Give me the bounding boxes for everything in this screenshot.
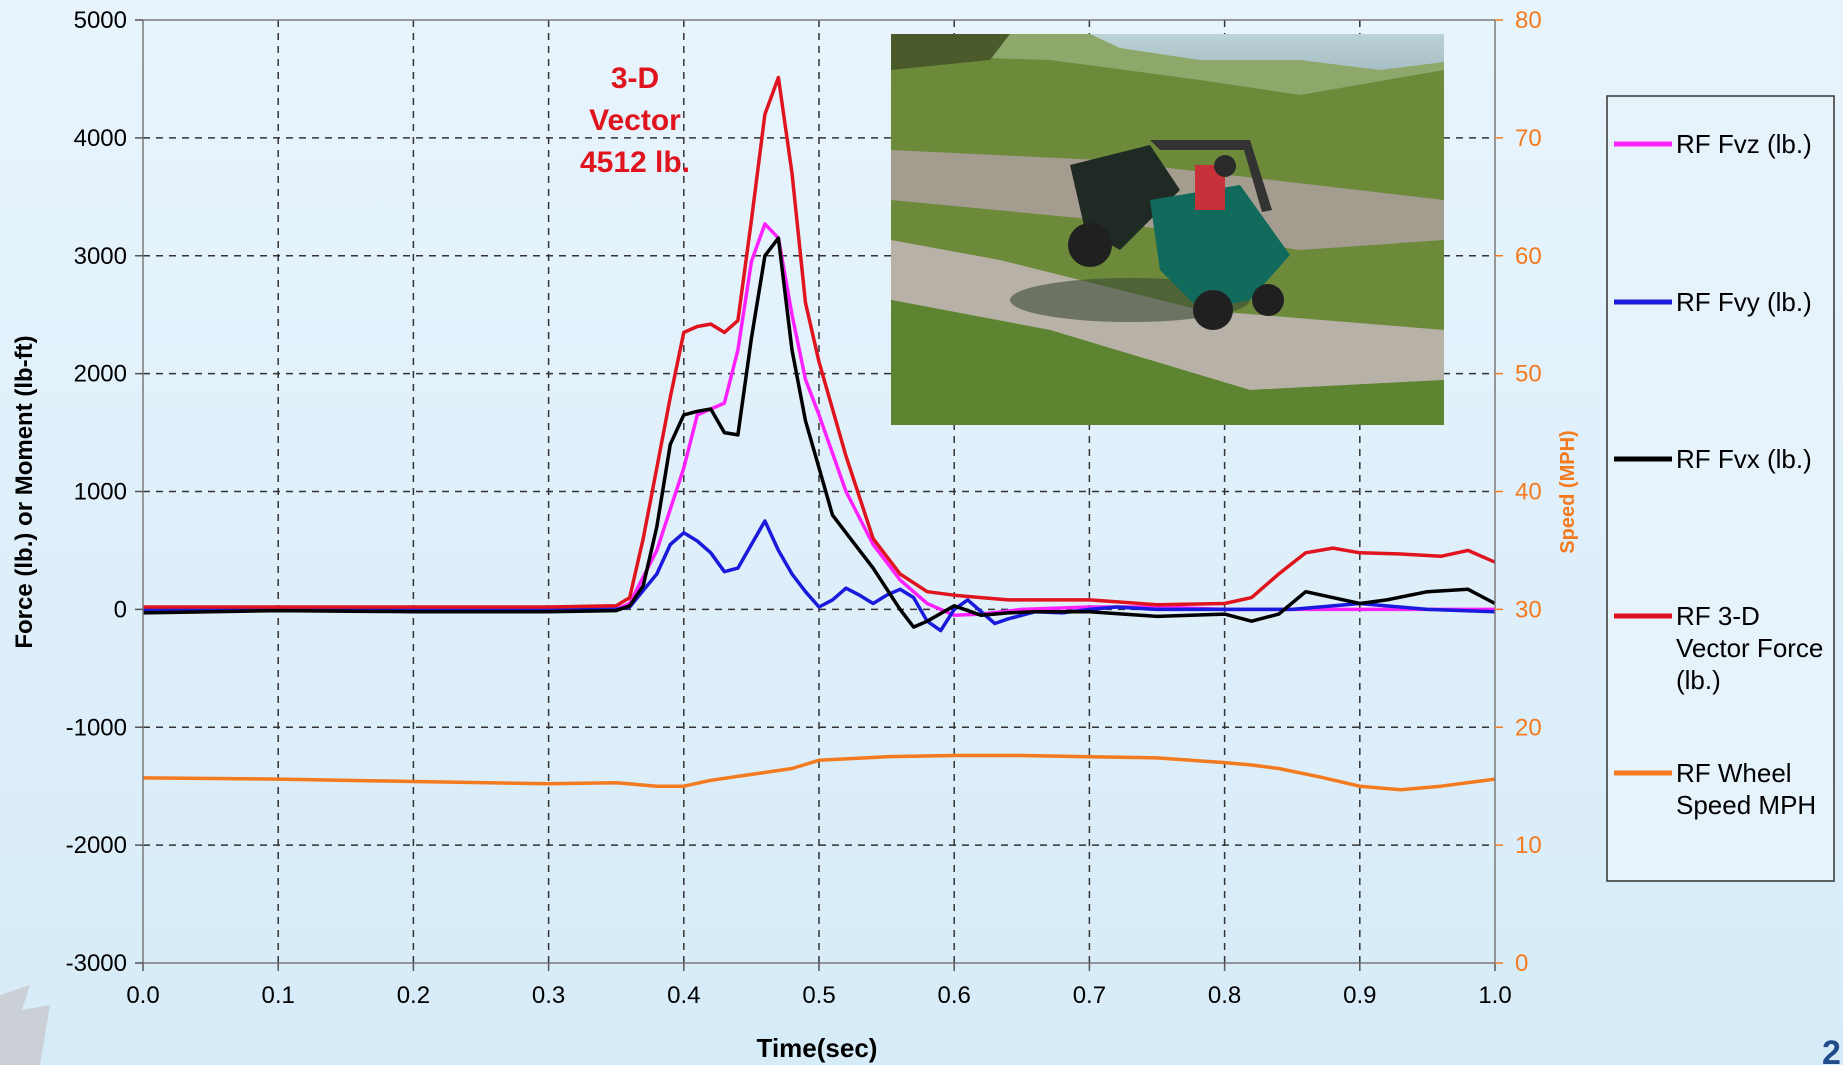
legend-label: RF Fvx (lb.)	[1676, 444, 1812, 474]
x-tick-label: 0.0	[126, 982, 159, 1009]
page-number: 2	[1822, 1034, 1841, 1065]
y2-tick-label: 50	[1515, 361, 1542, 388]
legend-label: RF Fvy (lb.)	[1676, 287, 1812, 317]
y-tick-label: 3000	[74, 243, 127, 270]
x-tick-label: 0.7	[1073, 982, 1106, 1009]
y-tick-label: 5000	[74, 7, 127, 34]
legend-label: (lb.)	[1676, 665, 1721, 695]
y2-tick-label: 20	[1515, 714, 1542, 741]
annotation-line-2: Vector	[589, 104, 681, 137]
x-tick-label: 0.4	[667, 982, 700, 1009]
corner-logo	[0, 985, 50, 1065]
series-layer	[142, 75, 1496, 792]
series-line-1	[143, 519, 1496, 633]
series-line-2	[142, 236, 1496, 629]
x-tick-label: 0.3	[532, 982, 565, 1009]
legend-label: RF Wheel	[1676, 758, 1792, 788]
x-tick-label: 0.1	[262, 982, 295, 1009]
series-line-3	[143, 75, 1496, 609]
y-tick-label: 1000	[74, 479, 127, 506]
y-tick-label: 4000	[74, 125, 127, 152]
y2-tick-label: 40	[1515, 479, 1542, 506]
x-tick-label: 0.8	[1208, 982, 1241, 1009]
series-line-4	[142, 753, 1496, 792]
legend-label: Vector Force	[1676, 633, 1823, 663]
x-tick-label: 1.0	[1478, 982, 1511, 1009]
y-tick-label: -3000	[66, 950, 127, 977]
x-tick-label: 0.2	[397, 982, 430, 1009]
y-tick-label: -2000	[66, 832, 127, 859]
tick-labels: 0.0 0.1 0.2 0.3 0.4 0.5 0.6 0.7 0.8 0.9 1.05000400…	[66, 7, 1542, 1009]
legend-box	[1606, 95, 1835, 882]
legend-label: RF 3-D	[1676, 601, 1760, 631]
legend-label: RF Fvz (lb.)	[1676, 129, 1812, 159]
y-tick-label: 0	[114, 596, 127, 623]
x-tick-label: 0.5	[802, 982, 835, 1009]
legend: RF Fvz (lb.) RF Fvy (lb.) RF Fvx (lb.) RF 3…	[1606, 95, 1835, 882]
x-tick-label: 0.9	[1343, 982, 1376, 1009]
y-tick-label: -1000	[66, 714, 127, 741]
y-tick-label: 2000	[74, 361, 127, 388]
x-tick-label: 0.6	[938, 982, 971, 1009]
y2-tick-label: 0	[1515, 950, 1528, 977]
x-axis-title: Time(sec)	[757, 1033, 878, 1063]
y2-tick-label: 60	[1515, 243, 1542, 270]
utv-rollover-photo	[891, 34, 1444, 425]
y-axis-title: Force (lb.) or Moment (lb-ft)	[11, 335, 38, 648]
y2-tick-label: 10	[1515, 832, 1542, 859]
annotation-line-1: 3-D	[611, 62, 659, 95]
y2-tick-label: 70	[1515, 125, 1542, 152]
y2-tick-label: 80	[1515, 7, 1542, 34]
y2-axis-title: Speed (MPH)	[1557, 430, 1579, 553]
peak-annotation: 3-D Vector 4512 lb.	[580, 62, 690, 179]
y2-tick-label: 30	[1515, 596, 1542, 623]
annotation-line-3: 4512 lb.	[580, 146, 690, 179]
legend-label: Speed MPH	[1676, 790, 1816, 820]
